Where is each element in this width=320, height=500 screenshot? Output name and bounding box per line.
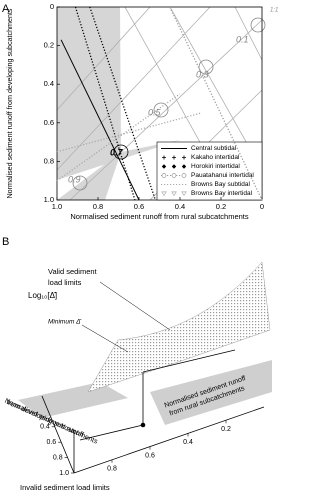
y-tick-label: 0.2 bbox=[44, 41, 54, 50]
contour-label: 0.3 bbox=[196, 69, 209, 79]
y-tick-label: 0.8 bbox=[53, 454, 63, 461]
axes-3d bbox=[41, 349, 265, 474]
y-tick-label: 0.4 bbox=[40, 424, 50, 431]
y-tick-label: 0.8 bbox=[44, 156, 54, 165]
legend-marker bbox=[161, 173, 167, 178]
contour-label: 0.1 bbox=[236, 34, 249, 44]
series-line bbox=[56, 93, 181, 182]
y-tick-label: 0.6 bbox=[46, 439, 56, 446]
legend-label: Browns Bay intertidal bbox=[191, 190, 253, 197]
legend-marker bbox=[171, 173, 177, 178]
y-tick-label: 0.4 bbox=[44, 79, 54, 88]
legend-marker bbox=[181, 173, 187, 178]
series-line bbox=[60, 39, 140, 201]
x-tick-label: 1.0 bbox=[52, 202, 62, 211]
legend-marker bbox=[161, 164, 167, 169]
diagonal-label: 1:1 bbox=[270, 8, 278, 14]
series-line bbox=[89, 6, 157, 201]
legend-label: Kakaho intertidal bbox=[191, 154, 240, 161]
minimum-point bbox=[140, 422, 146, 428]
x-tick-label: 0.4 bbox=[183, 439, 193, 446]
legend: Central subtidal Kakaho intertidal Horokir… bbox=[156, 141, 263, 201]
x-tick-label: 0.8 bbox=[107, 466, 117, 473]
contour-label: 0.5 bbox=[148, 107, 162, 117]
surface bbox=[87, 261, 271, 393]
y-tick-label: 1.0 bbox=[59, 470, 69, 477]
x-axis-label: Normalised sediment runoff from rural su… bbox=[70, 212, 249, 221]
legend-marker bbox=[172, 155, 176, 160]
y-axis-label: Normalised sediment runoff from developi… bbox=[5, 8, 14, 198]
legend-marker bbox=[171, 191, 177, 197]
annotation: load limits bbox=[48, 278, 82, 287]
legend-marker bbox=[182, 155, 186, 160]
legend-marker bbox=[162, 155, 166, 160]
annotation: Invalid sediment load limits bbox=[20, 483, 110, 492]
legend-box bbox=[156, 141, 263, 201]
legend-marker bbox=[181, 164, 187, 169]
x-tick-label: 0 bbox=[260, 202, 264, 211]
x-tick-label: 0.4 bbox=[175, 202, 185, 211]
series-line bbox=[56, 112, 201, 153]
x-tick-label: 0.2 bbox=[221, 426, 231, 433]
shaded-region bbox=[57, 152, 121, 200]
legend-label: Horokiri intertidal bbox=[191, 163, 240, 170]
x-tick-label: 0.6 bbox=[145, 452, 155, 459]
z-axis-label: Log₁₀[Δ̄] bbox=[28, 291, 57, 300]
y-tick-label: 0 bbox=[50, 2, 54, 11]
annotation: Minimum Δ̄ bbox=[48, 319, 82, 326]
arrows bbox=[81, 281, 171, 353]
legend-marker bbox=[171, 164, 177, 169]
series-line bbox=[74, 6, 136, 201]
legend-label: Central subtidal bbox=[191, 145, 237, 152]
invalid-plane bbox=[18, 382, 128, 418]
legend-marker bbox=[161, 191, 167, 197]
legend-marker bbox=[181, 191, 187, 197]
x-tick-label: 0.6 bbox=[134, 202, 144, 211]
y-tick-label: 1.0 bbox=[44, 195, 54, 204]
x-tick-label: 0.8 bbox=[93, 202, 103, 211]
legend-label: Browns Bay subtidal bbox=[191, 181, 250, 188]
contour-label: 0.7 bbox=[110, 147, 124, 157]
figure: Central subtidal Kakaho intertidal Horokir… bbox=[2, 2, 278, 492]
contour-label: 0.9 bbox=[68, 174, 81, 184]
annotation: Valid sediment bbox=[48, 267, 98, 276]
contour-circles bbox=[72, 17, 266, 191]
invalid-plane bbox=[150, 360, 272, 425]
panel-label: A bbox=[2, 3, 10, 15]
panel-label: B bbox=[2, 236, 9, 248]
x-tick-label: 0.2 bbox=[216, 202, 226, 211]
legend-label: Pauatahanui intertidal bbox=[191, 172, 254, 179]
y-tick-label: 0.6 bbox=[44, 118, 54, 127]
